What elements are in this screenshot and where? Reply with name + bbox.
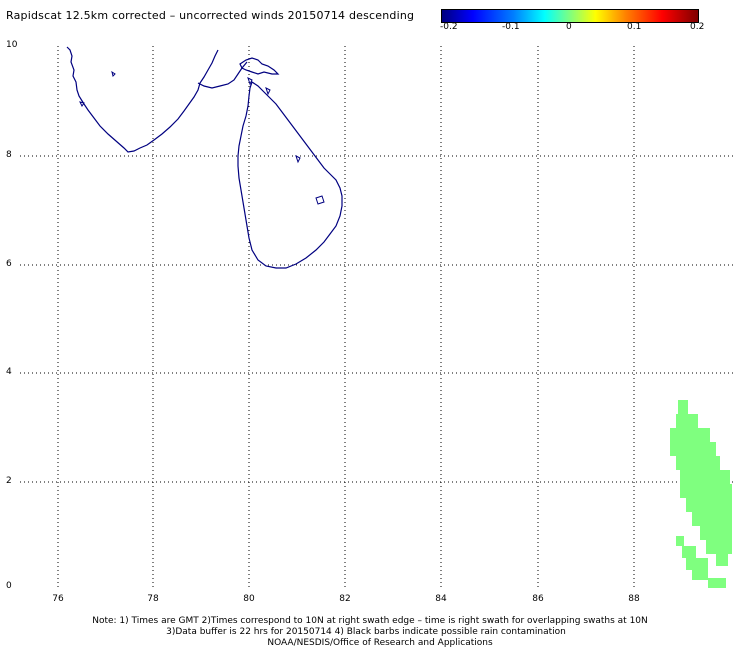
swath-cell — [680, 470, 730, 484]
swath-cell — [706, 540, 732, 554]
grid-lines — [20, 46, 735, 590]
lat-tick-label: 4 — [6, 367, 12, 377]
swath-cell — [670, 428, 710, 442]
coastline-india-east — [197, 61, 248, 89]
swath-cell — [678, 400, 688, 414]
footer-note: 3)Data buffer is 22 hrs for 20150714 4) … — [166, 627, 566, 637]
coastline-island — [247, 77, 253, 86]
lon-tick-label: 86 — [532, 594, 544, 604]
coastline-island — [315, 195, 325, 205]
swath-cell — [686, 558, 708, 570]
colorbar — [441, 9, 699, 23]
colorbar-tick-label: 0 — [566, 22, 572, 32]
swath-data — [670, 400, 732, 588]
swath-cell — [676, 456, 720, 470]
coastline-sri-lanka — [237, 81, 343, 269]
swath-cell — [676, 536, 684, 546]
colorbar-tick-label: 0.1 — [627, 22, 642, 32]
swath-cell — [692, 512, 732, 526]
coastline-island — [295, 155, 301, 164]
lon-tick-label: 78 — [147, 594, 159, 604]
lat-tick-label: 2 — [6, 476, 12, 486]
footer-note: Note: 1) Times are GMT 2)Times correspon… — [92, 616, 648, 626]
lon-tick-label: 76 — [52, 594, 64, 604]
swath-cell — [670, 442, 716, 456]
swath-cell — [716, 554, 728, 566]
coastline-island — [111, 70, 116, 77]
coastline-island — [79, 101, 85, 107]
lat-tick-label: 8 — [6, 150, 12, 160]
lat-tick-label: 0 — [6, 581, 12, 591]
coastline-india — [66, 46, 219, 153]
swath-cell — [708, 578, 726, 588]
colorbar-tick-label: -0.1 — [502, 22, 520, 32]
swath-cell — [700, 526, 732, 540]
map-title: Rapidscat 12.5km corrected – uncorrected… — [6, 9, 415, 22]
lon-tick-label: 84 — [435, 594, 447, 604]
lon-tick-label: 80 — [243, 594, 255, 604]
swath-cell — [686, 498, 732, 512]
swath-cell — [676, 414, 698, 428]
colorbar-tick-label: 0.2 — [690, 22, 705, 32]
footer-credit: NOAA/NESDIS/Office of Research and Appli… — [267, 638, 493, 648]
coastline-jaffna — [239, 57, 280, 75]
colorbar-tick-label: -0.2 — [440, 22, 458, 32]
swath-cell — [682, 546, 696, 558]
lat-tick-label: 10 — [6, 40, 18, 50]
swath-cell — [692, 570, 708, 580]
swath-cell — [680, 484, 732, 498]
coastline-island — [265, 87, 271, 96]
lon-tick-label: 82 — [339, 594, 351, 604]
lon-tick-label: 88 — [628, 594, 640, 604]
lat-tick-label: 6 — [6, 259, 12, 269]
